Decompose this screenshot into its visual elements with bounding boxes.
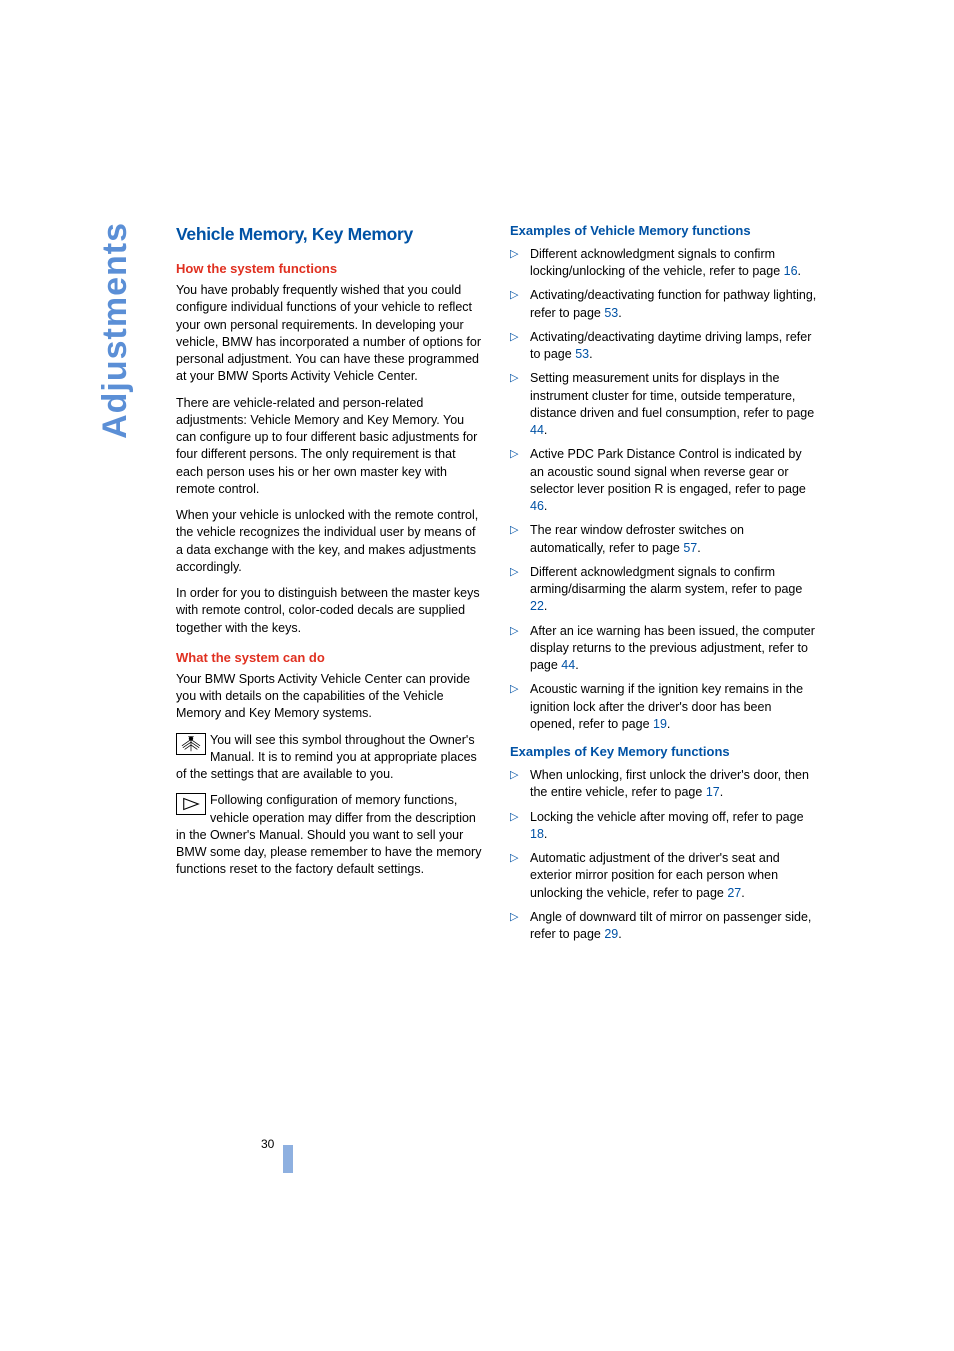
list-item-text: Activating/deactivating daytime driving … xyxy=(530,330,811,361)
page: Adjustments Vehicle Memory, Key Memory H… xyxy=(0,0,954,1351)
paragraph: You have probably frequently wished that… xyxy=(176,282,484,386)
list-item: Setting measurement units for displays i… xyxy=(510,370,818,439)
left-column: Vehicle Memory, Key Memory How the syste… xyxy=(176,222,484,950)
page-link[interactable]: 46 xyxy=(530,499,544,513)
list-item: When unlocking, first unlock the driver'… xyxy=(510,767,818,802)
page-link[interactable]: 17 xyxy=(706,785,720,799)
note-with-triangle-icon: Following configuration of memory functi… xyxy=(176,792,484,878)
list-item: After an ice warning has been issued, th… xyxy=(510,623,818,675)
list-item: Automatic adjustment of the driver's sea… xyxy=(510,850,818,902)
paragraph: Your BMW Sports Activity Vehicle Center … xyxy=(176,671,484,723)
list-item-text: Setting measurement units for displays i… xyxy=(530,371,814,420)
page-link[interactable]: 44 xyxy=(530,423,544,437)
page-link[interactable]: 57 xyxy=(683,541,697,555)
list-item: Locking the vehicle after moving off, re… xyxy=(510,809,818,844)
side-tab-label: Adjustments xyxy=(96,222,135,439)
triangle-icon xyxy=(176,793,206,815)
list-item: Angle of downward tilt of mirror on pass… xyxy=(510,909,818,944)
list-item: Acoustic warning if the ignition key rem… xyxy=(510,681,818,733)
page-link[interactable]: 27 xyxy=(727,886,741,900)
list-item: Different acknowledgment signals to conf… xyxy=(510,246,818,281)
list-item-text: Locking the vehicle after moving off, re… xyxy=(530,810,804,824)
note-text: Following configuration of memory functi… xyxy=(176,793,481,876)
page-link[interactable]: 53 xyxy=(575,347,589,361)
section-title: Vehicle Memory, Key Memory xyxy=(176,222,484,246)
list-item-text: Different acknowledgment signals to conf… xyxy=(530,565,802,596)
page-link[interactable]: 22 xyxy=(530,599,544,613)
vehicle-memory-list: Different acknowledgment signals to conf… xyxy=(510,246,818,733)
page-link[interactable]: 18 xyxy=(530,827,544,841)
two-column-layout: Vehicle Memory, Key Memory How the syste… xyxy=(176,222,838,950)
list-item-text: The rear window defroster switches on au… xyxy=(530,523,744,554)
list-item-text: Activating/deactivating function for pat… xyxy=(530,288,816,319)
note-with-wings-icon: You will see this symbol throughout the … xyxy=(176,732,484,784)
page-link[interactable]: 16 xyxy=(784,264,798,278)
list-item: Activating/deactivating function for pat… xyxy=(510,287,818,322)
subhead-vm-examples: Examples of Vehicle Memory functions xyxy=(510,222,818,240)
list-item-text: When unlocking, first unlock the driver'… xyxy=(530,768,809,799)
page-link[interactable]: 53 xyxy=(604,306,618,320)
list-item-text: Automatic adjustment of the driver's sea… xyxy=(530,851,780,900)
wings-icon xyxy=(176,733,206,755)
list-item-text: Acoustic warning if the ignition key rem… xyxy=(530,682,803,731)
page-link[interactable]: 19 xyxy=(653,717,667,731)
list-item-text: Angle of downward tilt of mirror on pass… xyxy=(530,910,811,941)
list-item: Activating/deactivating daytime driving … xyxy=(510,329,818,364)
list-item: The rear window defroster switches on au… xyxy=(510,522,818,557)
page-number: 30 xyxy=(261,1137,274,1151)
subhead-how: How the system functions xyxy=(176,260,484,278)
paragraph: In order for you to distinguish between … xyxy=(176,585,484,637)
list-item-text: Different acknowledgment signals to conf… xyxy=(530,247,784,278)
key-memory-list: When unlocking, first unlock the driver'… xyxy=(510,767,818,943)
subhead-what: What the system can do xyxy=(176,649,484,667)
subhead-km-examples: Examples of Key Memory functions xyxy=(510,743,818,761)
page-link[interactable]: 44 xyxy=(561,658,575,672)
list-item-text: Active PDC Park Distance Control is indi… xyxy=(530,447,806,496)
list-item: Active PDC Park Distance Control is indi… xyxy=(510,446,818,515)
paragraph: There are vehicle-related and person-rel… xyxy=(176,395,484,499)
note-text: You will see this symbol throughout the … xyxy=(176,733,477,782)
page-link[interactable]: 29 xyxy=(604,927,618,941)
page-mark xyxy=(283,1145,293,1173)
right-column: Examples of Vehicle Memory functions Dif… xyxy=(510,222,818,950)
list-item: Different acknowledgment signals to conf… xyxy=(510,564,818,616)
paragraph: When your vehicle is unlocked with the r… xyxy=(176,507,484,576)
